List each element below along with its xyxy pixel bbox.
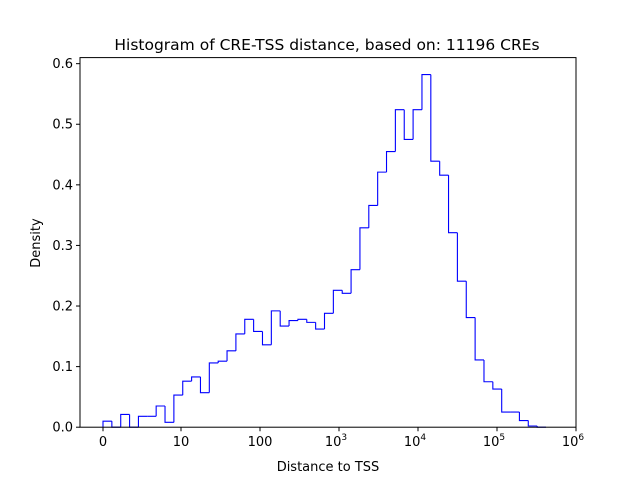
chart-title: Histogram of CRE-TSS distance, based on:…: [114, 36, 539, 54]
histogram-bin: [412, 109, 422, 140]
histogram-bin: [182, 380, 192, 396]
histogram-bin: [394, 109, 405, 152]
x-tick-label: 106: [562, 433, 585, 450]
x-tick-label: 104: [404, 433, 427, 450]
histogram-bin: [501, 389, 511, 413]
histogram-bin: [421, 74, 431, 110]
y-tick-label: 0.1: [52, 360, 73, 375]
histogram-bin: [306, 319, 316, 323]
histogram-bin: [288, 320, 298, 327]
histogram-bin: [447, 175, 458, 234]
histogram-bin: [111, 421, 121, 428]
y-tick-label: 0.6: [52, 57, 73, 72]
histogram-bin: [235, 333, 245, 351]
y-tick-label: 0.4: [52, 178, 73, 193]
histogram-bin: [191, 376, 201, 382]
y-tick-label: 0.0: [52, 421, 73, 436]
histogram-bin: [341, 290, 352, 294]
histogram-bin: [120, 413, 130, 428]
x-tick-label: 0: [99, 435, 107, 450]
plot-frame: [79, 57, 577, 428]
histogram-bin: [253, 319, 263, 333]
histogram-bin: [270, 310, 281, 345]
histogram-bars: [102, 74, 546, 428]
histogram-bin: [492, 381, 502, 390]
histogram-bin: [368, 204, 378, 228]
histogram-bin: [129, 414, 139, 428]
histogram-bin: [279, 310, 290, 327]
histogram-bin: [359, 227, 369, 270]
histogram-bin: [439, 161, 449, 176]
histogram-bin: [377, 171, 387, 206]
histogram-bin: [173, 394, 183, 423]
histogram-bin: [155, 405, 166, 417]
histogram-bin: [332, 289, 343, 314]
x-axis-label: Distance to TSS: [277, 460, 380, 475]
histogram-bin: [465, 281, 476, 319]
histogram-bin: [527, 420, 538, 427]
histogram-bin: [350, 269, 360, 294]
histogram-bin: [208, 362, 219, 393]
x-tick-label: 10: [173, 435, 190, 450]
histogram-bin: [164, 405, 174, 423]
histogram-bin: [385, 150, 396, 173]
histogram-bin: [483, 359, 493, 383]
y-tick-label: 0.3: [52, 239, 73, 254]
x-tick-label: 100: [248, 435, 273, 450]
histogram-bin: [226, 350, 236, 362]
x-tick-label: 103: [325, 433, 347, 450]
histogram-bin: [403, 109, 414, 140]
histogram-bin: [518, 412, 529, 422]
y-axis-label: Density: [29, 218, 44, 268]
histogram-bin: [244, 318, 254, 334]
histogram-bin: [474, 317, 484, 361]
histogram-bin: [199, 376, 210, 394]
histogram-bin: [430, 74, 440, 162]
histogram-bin: [137, 415, 148, 428]
y-axis: 0.0 0.1 0.2 0.3 0.4 0.5 0.6: [52, 57, 80, 436]
x-tick-label: 105: [483, 433, 505, 450]
histogram-bin: [217, 360, 228, 363]
histogram-bin: [297, 318, 307, 321]
histogram-bin: [261, 331, 272, 346]
histogram-bin: [102, 420, 112, 428]
y-tick-label: 0.2: [52, 300, 73, 315]
histogram-bin: [323, 312, 334, 330]
histogram-bin: [315, 322, 325, 330]
y-tick-label: 0.5: [52, 118, 73, 133]
histogram-bin: [456, 232, 467, 282]
x-axis: 0 10 100 103 104 105 106: [99, 427, 585, 450]
